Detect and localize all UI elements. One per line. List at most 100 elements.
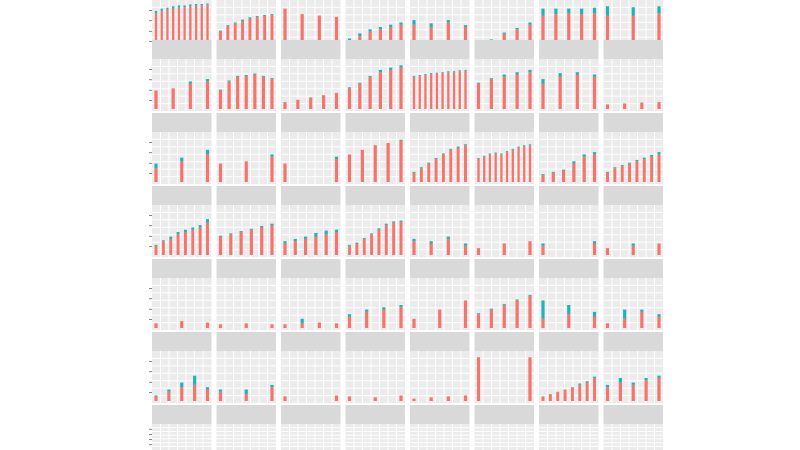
facet-strip	[474, 405, 534, 424]
facet-panel	[149, 113, 212, 184]
facet-strip	[410, 113, 470, 132]
bar-base	[592, 76, 597, 109]
bar-base	[412, 241, 416, 255]
panel-background	[281, 351, 341, 403]
bar-top	[631, 243, 635, 246]
bar-top	[370, 233, 374, 235]
bar-base	[548, 394, 552, 401]
bar-top	[582, 154, 586, 157]
bar-base	[644, 380, 648, 401]
bar-top	[255, 15, 259, 17]
bar-base	[347, 88, 352, 109]
bar-base	[283, 102, 287, 109]
bar-top	[382, 307, 386, 310]
bar-base	[358, 83, 362, 109]
bar-base	[378, 29, 382, 50]
bar-base	[657, 316, 661, 328]
bar-base	[293, 241, 297, 255]
bar-top	[528, 144, 532, 146]
bar-base	[270, 225, 274, 255]
bar-top	[528, 294, 532, 296]
bar-base	[249, 229, 253, 255]
bar-base	[334, 232, 339, 255]
bar-base	[347, 154, 352, 182]
panel-background	[474, 424, 534, 450]
bar-top	[578, 383, 582, 385]
facet-strip	[152, 113, 212, 132]
bar-top	[218, 89, 223, 91]
facet-panel	[345, 332, 405, 403]
bar-base	[500, 154, 503, 182]
bar-top	[427, 162, 431, 164]
bar-base	[304, 238, 308, 255]
bar-base	[176, 234, 180, 255]
bar-base	[355, 243, 359, 255]
bar-top	[270, 14, 274, 16]
bar-base	[183, 7, 186, 50]
bar-base	[541, 15, 545, 50]
panel-background	[603, 278, 663, 330]
bar-base	[167, 391, 171, 401]
bar-base	[556, 391, 560, 401]
bar-top	[502, 32, 506, 34]
bar-base	[515, 300, 519, 328]
panel-background	[539, 59, 599, 111]
bar-base	[429, 27, 433, 50]
bar-base	[399, 24, 403, 50]
bar-base	[563, 389, 567, 401]
bar-top	[270, 384, 274, 388]
bar-base	[441, 73, 444, 109]
facet-panel	[539, 332, 599, 403]
bar-base	[205, 322, 210, 328]
bar-base	[309, 97, 313, 109]
bar-top	[205, 149, 210, 155]
bar-top	[592, 241, 597, 244]
facet-strip	[539, 40, 599, 59]
bar-top	[446, 236, 450, 239]
bar-base	[427, 163, 431, 182]
bar-base	[253, 74, 257, 109]
bar-base	[263, 15, 267, 51]
panel-background	[539, 205, 599, 257]
facet-strip	[281, 259, 341, 278]
bar-top	[613, 167, 617, 169]
bar-base	[241, 21, 245, 50]
bar-top	[389, 67, 393, 70]
bar-base	[373, 145, 377, 182]
bar-top	[293, 238, 297, 242]
facet-strip	[474, 40, 534, 59]
facet-strip	[474, 259, 534, 278]
bar-base	[226, 26, 230, 50]
bar-top	[456, 146, 460, 148]
bar-base	[244, 323, 248, 328]
bar-base	[365, 311, 369, 328]
bar-base	[283, 324, 287, 328]
bar-base	[377, 229, 381, 255]
bar-top	[463, 25, 468, 27]
bar-base	[154, 323, 158, 328]
bar-top	[233, 22, 237, 24]
facet-panel	[149, 186, 212, 257]
bar-top	[477, 158, 480, 159]
bar-top	[377, 228, 381, 230]
bar-top	[515, 72, 519, 75]
bar-base	[650, 156, 654, 182]
panel-background	[281, 424, 341, 450]
bar-top	[270, 78, 274, 80]
bar-top	[412, 238, 416, 242]
bar-base	[515, 74, 519, 109]
bar-base	[631, 15, 635, 50]
bar-top	[384, 223, 388, 226]
bar-base	[528, 72, 532, 109]
bar-top	[489, 78, 493, 80]
bar-top	[193, 375, 197, 385]
bar-base	[334, 323, 339, 328]
bar-top	[169, 236, 173, 239]
bar-base	[166, 9, 169, 50]
bar-base	[494, 153, 497, 182]
bar-base	[476, 248, 481, 255]
panel-background	[281, 278, 341, 330]
bar-base	[592, 154, 597, 182]
facet-panel	[603, 40, 663, 111]
